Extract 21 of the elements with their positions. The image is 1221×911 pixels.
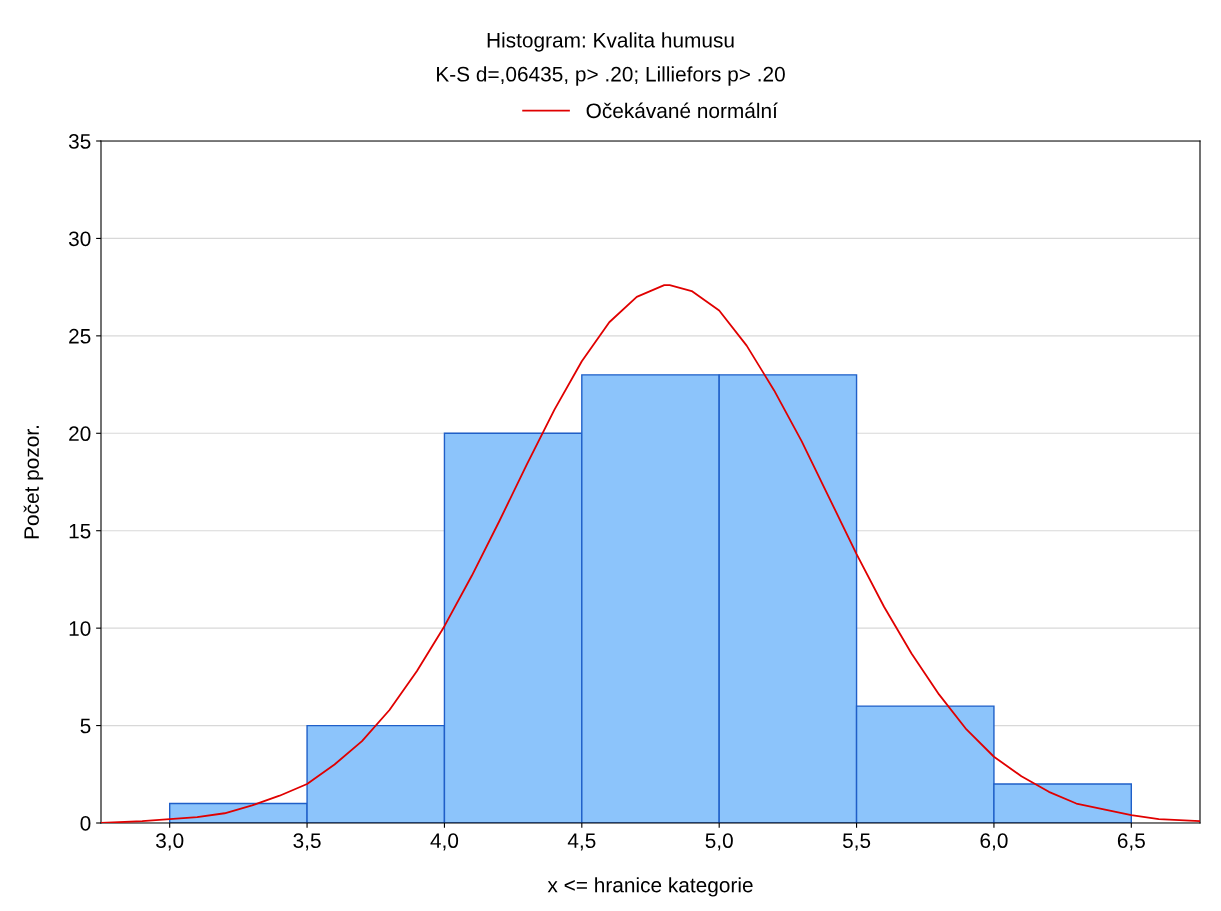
x-tick-label: 5,0 (705, 833, 733, 851)
y-tick-label: 30 (68, 231, 91, 247)
y-axis-title: Počet pozor. (23, 425, 44, 539)
x-tick-label: 5,5 (842, 833, 871, 851)
y-tick-label: 10 (69, 621, 91, 636)
chart-title: Histogram: Kvalita humusu (487, 32, 734, 52)
y-tick-label: 0 (80, 816, 91, 831)
y-tick-label: 25 (69, 328, 91, 344)
x-tick-label: 3,5 (293, 833, 321, 851)
x-axis-title: x <= hranice kategorie (547, 877, 753, 897)
y-tick-label: 5 (80, 718, 91, 734)
x-tick-label: 6,5 (1117, 833, 1145, 851)
x-tick-label: 4,0 (430, 833, 459, 851)
x-tick-label: 3,0 (156, 833, 184, 851)
y-tick-label: 35 (68, 134, 91, 149)
y-tick-label: 15 (69, 523, 91, 539)
legend-label: Očekávané normální (586, 102, 778, 119)
chart-subtitle: K-S d=,06435, p> .20; Lilliefors p> .20 (437, 66, 785, 86)
x-tick-label: 4,5 (567, 833, 596, 851)
y-tick-label: 20 (69, 426, 91, 442)
x-tick-label: 6,0 (980, 833, 1008, 851)
